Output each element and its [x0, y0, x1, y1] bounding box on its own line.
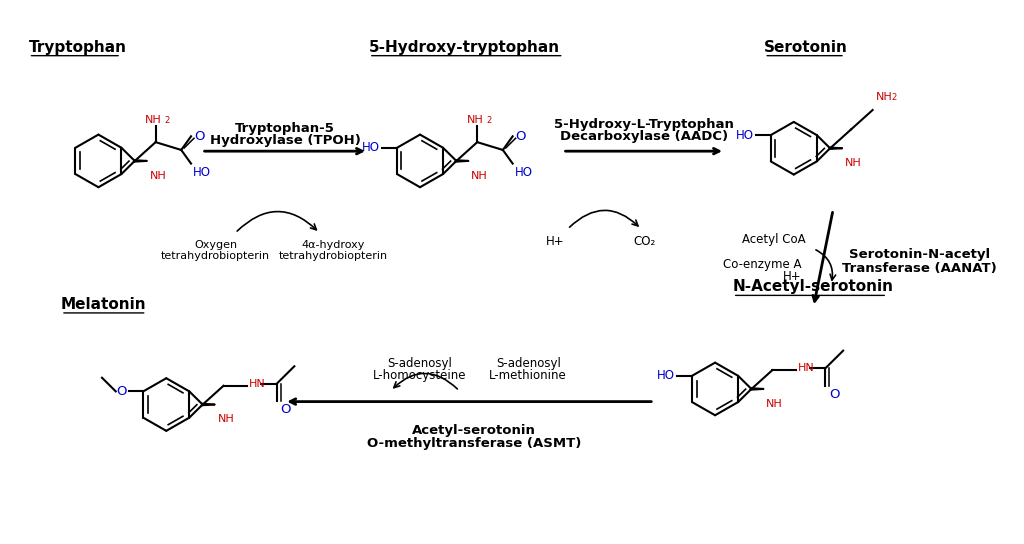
Text: HN: HN: [249, 379, 266, 389]
Text: tetrahydrobiopterin: tetrahydrobiopterin: [161, 251, 270, 261]
Text: CO₂: CO₂: [633, 234, 655, 248]
Text: HO: HO: [657, 369, 676, 382]
Text: HO: HO: [193, 165, 211, 178]
Text: S-adenosyl: S-adenosyl: [388, 357, 453, 370]
Text: Tryptophan-5: Tryptophan-5: [236, 122, 335, 135]
Text: NH: NH: [150, 171, 166, 181]
Text: HO: HO: [736, 128, 754, 141]
Text: 5-Hydroxy-tryptophan: 5-Hydroxy-tryptophan: [369, 40, 560, 55]
Text: N-Acetyl-serotonin: N-Acetyl-serotonin: [733, 280, 894, 294]
Text: L-methionine: L-methionine: [489, 369, 567, 382]
Text: 5-Hydroxy-L-Tryptophan: 5-Hydroxy-L-Tryptophan: [554, 118, 734, 131]
Text: Hydroxylase (TPOH): Hydroxylase (TPOH): [210, 134, 360, 147]
Text: HO: HO: [515, 165, 532, 178]
Text: 4α-hydroxy: 4α-hydroxy: [302, 240, 366, 250]
Text: H+: H+: [783, 270, 802, 283]
Text: O-methyltransferase (ASMT): O-methyltransferase (ASMT): [367, 437, 582, 450]
Text: O: O: [516, 130, 526, 143]
Text: Decarboxylase (AADC): Decarboxylase (AADC): [560, 131, 728, 144]
Text: NH: NH: [471, 171, 487, 181]
Text: Tryptophan: Tryptophan: [29, 40, 127, 55]
Text: HO: HO: [362, 141, 380, 154]
Text: O: O: [194, 130, 205, 143]
Text: Oxygen: Oxygen: [194, 240, 237, 250]
Text: Acetyl-serotonin: Acetyl-serotonin: [413, 424, 536, 437]
Text: Serotonin: Serotonin: [764, 40, 848, 55]
Text: 2: 2: [486, 116, 492, 125]
Text: tetrahydrobiopterin: tetrahydrobiopterin: [279, 251, 388, 261]
Text: H+: H+: [546, 234, 564, 248]
Text: Co-enzyme A: Co-enzyme A: [723, 258, 802, 271]
Text: HN: HN: [798, 363, 815, 373]
Text: O: O: [116, 385, 127, 398]
Text: NH: NH: [467, 115, 483, 125]
Text: O: O: [829, 388, 840, 401]
Text: NH: NH: [145, 115, 162, 125]
Text: Acetyl CoA: Acetyl CoA: [742, 233, 806, 246]
Text: NH: NH: [845, 158, 861, 168]
Text: Serotonin-N-acetyl: Serotonin-N-acetyl: [849, 249, 990, 261]
Text: L-homocysteine: L-homocysteine: [374, 369, 467, 382]
Text: Transferase (AANAT): Transferase (AANAT): [843, 262, 997, 275]
Text: Melatonin: Melatonin: [61, 297, 146, 312]
Text: 2: 2: [165, 116, 170, 125]
Text: NH: NH: [217, 415, 234, 424]
Text: O: O: [281, 403, 291, 416]
Text: S-adenosyl: S-adenosyl: [496, 357, 561, 370]
Text: 2: 2: [891, 93, 897, 102]
Text: NH: NH: [876, 92, 892, 102]
Text: NH: NH: [766, 399, 783, 409]
